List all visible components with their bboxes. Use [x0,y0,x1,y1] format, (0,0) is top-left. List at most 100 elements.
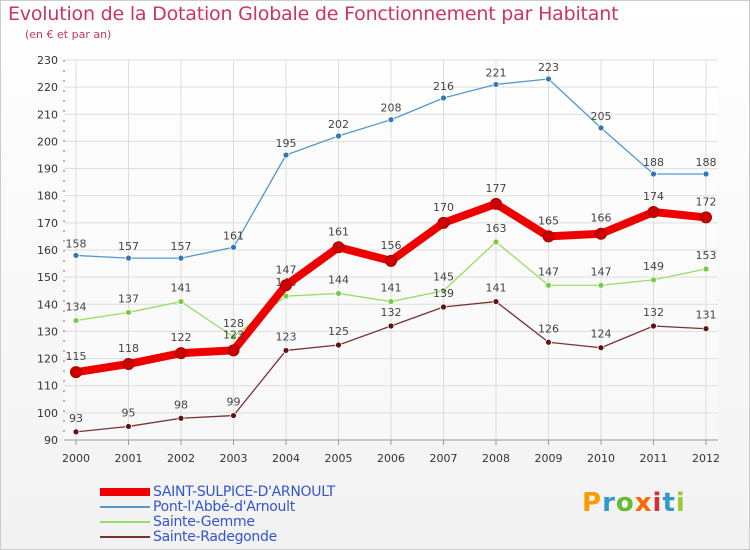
data-point-saint-sulpice-d-arnoult [490,197,502,210]
data-point-pont-l-abb-d-arnoult [440,94,447,102]
data-label-sainte-radegonde: 95 [122,406,136,419]
legend-label-sainte-radegonde: Sainte-Radegonde [153,529,277,545]
data-label-sainte-radegonde: 123 [276,330,297,343]
y-tick-label: 190 [37,163,58,176]
data-label-pont-l-abb-d-arnoult: 208 [381,102,402,115]
x-tick-label: 2008 [482,452,510,465]
x-tick-label: 2009 [535,452,563,465]
data-point-sainte-radegonde [282,347,290,354]
data-point-sainte-radegonde [177,414,185,422]
logo-letter: t [662,488,676,518]
x-tick-label: 2001 [115,452,143,465]
data-point-sainte-gemme [230,333,237,341]
data-point-pont-l-abb-d-arnoult [387,116,395,124]
y-tick-label: 160 [37,244,58,257]
legend-swatch-sainte-gemme [100,521,150,523]
data-label-sainte-radegonde: 124 [591,328,612,341]
y-tick-label: 220 [37,81,58,94]
x-tick-label: 2010 [587,452,615,465]
chart-subtitle: (en € et par an) [25,28,112,41]
data-label-sainte-gemme: 147 [538,265,559,278]
data-label-sainte-gemme: 144 [328,273,349,286]
logo-letter: o [615,488,635,518]
legend-swatch-saint-sulpice [100,488,150,496]
data-point-sainte-gemme [492,238,500,246]
data-label-sainte-radegonde: 132 [381,306,402,319]
data-point-saint-sulpice-d-arnoult [70,366,82,379]
data-point-sainte-gemme [387,298,395,305]
proxiti-logo[interactable]: Proxiti [582,488,686,518]
x-tick-label: 2004 [272,452,300,465]
data-label-pont-l-abb-d-arnoult: 223 [538,61,559,74]
data-label-pont-l-abb-d-arnoult: 202 [328,118,349,131]
data-point-sainte-gemme [177,298,185,305]
legend-label-saint-sulpice: SAINT-SULPICE-D'ARNOULT [153,484,336,500]
data-point-pont-l-abb-d-arnoult [125,254,132,262]
x-tick-label: 2005 [325,452,353,465]
legend-swatch-sainte-radegonde [100,536,150,538]
y-tick-label: 140 [37,298,58,311]
data-label-saint-sulpice-d-arnoult: 172 [696,195,717,208]
data-label-pont-l-abb-d-arnoult: 205 [591,110,612,123]
x-tick-label: 2006 [377,452,405,465]
data-label-pont-l-abb-d-arnoult: 157 [118,240,139,253]
data-point-sainte-gemme [597,281,605,289]
data-label-saint-sulpice-d-arnoult: 161 [328,225,349,238]
legend-label-sainte-gemme: Sainte-Gemme [153,514,255,530]
data-point-sainte-radegonde [545,338,552,346]
data-label-sainte-gemme: 163 [486,222,507,235]
x-tick-label: 2003 [220,452,248,465]
data-point-sainte-gemme [702,265,710,273]
data-point-sainte-radegonde [492,298,500,305]
data-label-sainte-radegonde: 139 [433,287,454,300]
legend-label-pont-labbe: Pont-l'Abbé-d'Arnoult [153,499,295,515]
data-label-pont-l-abb-d-arnoult: 221 [486,66,507,79]
data-label-sainte-radegonde: 131 [696,309,717,322]
y-tick-label: 180 [37,190,58,203]
data-point-saint-sulpice-d-arnoult [227,344,240,357]
logo-letter: i [675,488,686,518]
y-tick-label: 90 [44,434,58,447]
data-point-saint-sulpice-d-arnoult [647,206,660,218]
data-point-sainte-gemme [545,281,552,289]
y-tick-label: 200 [37,135,58,148]
data-point-sainte-radegonde [230,412,237,419]
data-point-sainte-gemme [125,309,132,316]
data-label-sainte-gemme: 141 [381,282,402,295]
y-tick-label: 110 [37,380,58,393]
data-point-pont-l-abb-d-arnoult [545,75,552,83]
data-label-saint-sulpice-d-arnoult: 177 [486,182,507,195]
data-label-sainte-gemme: 137 [118,292,139,305]
data-point-pont-l-abb-d-arnoult [230,243,237,251]
data-point-sainte-radegonde [72,428,80,436]
data-label-sainte-gemme: 147 [591,265,612,278]
data-point-saint-sulpice-d-arnoult [437,216,450,229]
data-point-saint-sulpice-d-arnoult [542,230,555,243]
data-point-sainte-radegonde [440,303,447,311]
data-point-sainte-gemme [650,276,657,284]
data-point-sainte-gemme [282,292,290,300]
data-label-sainte-gemme: 134 [66,301,87,314]
logo-letter: P [582,488,603,518]
data-point-pont-l-abb-d-arnoult [72,252,80,259]
data-label-saint-sulpice-d-arnoult: 165 [538,214,559,227]
data-point-sainte-gemme [335,290,342,297]
x-tick-label: 2012 [692,452,720,465]
data-point-sainte-radegonde [597,344,605,352]
data-label-saint-sulpice-d-arnoult: 115 [66,350,87,363]
y-tick-label: 170 [37,217,58,230]
data-point-sainte-radegonde [335,341,342,349]
data-label-pont-l-abb-d-arnoult: 188 [643,156,664,169]
data-point-pont-l-abb-d-arnoult [335,132,342,140]
data-label-saint-sulpice-d-arnoult: 122 [171,331,192,344]
data-label-pont-l-abb-d-arnoult: 161 [223,229,244,242]
data-label-sainte-gemme: 128 [223,317,244,330]
data-point-sainte-radegonde [125,423,132,430]
data-point-saint-sulpice-d-arnoult [122,358,135,370]
data-label-saint-sulpice-d-arnoult: 174 [643,190,664,203]
data-label-sainte-gemme: 145 [433,271,454,284]
y-tick-label: 100 [37,407,58,420]
data-point-pont-l-abb-d-arnoult [597,124,605,132]
x-tick-label: 2011 [640,452,668,465]
